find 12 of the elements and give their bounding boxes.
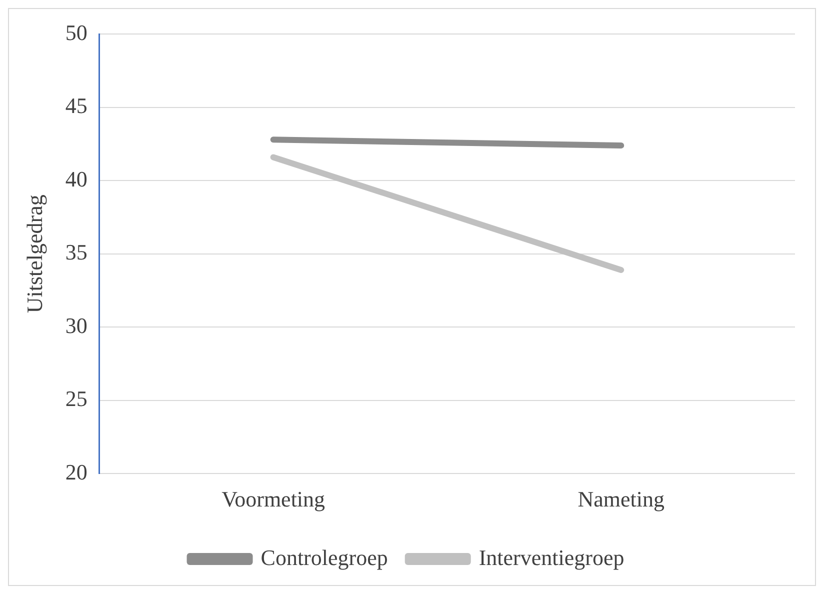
- legend-label: Controlegroep: [260, 544, 388, 570]
- y-tick-label: 30: [65, 312, 88, 338]
- y-axis-title: Uitstelgedrag: [22, 194, 47, 314]
- x-tick-label: Nameting: [578, 486, 664, 512]
- y-tick-label: 50: [65, 20, 88, 45]
- y-tick-label: 20: [65, 459, 88, 484]
- y-tick-label: 25: [65, 386, 88, 412]
- legend-label: Interventiegroep: [478, 544, 624, 570]
- y-tick-label: 45: [65, 93, 88, 118]
- x-tick-label: Voormeting: [222, 486, 326, 512]
- y-tick-label: 35: [65, 240, 88, 265]
- y-tick-label: 40: [65, 166, 88, 192]
